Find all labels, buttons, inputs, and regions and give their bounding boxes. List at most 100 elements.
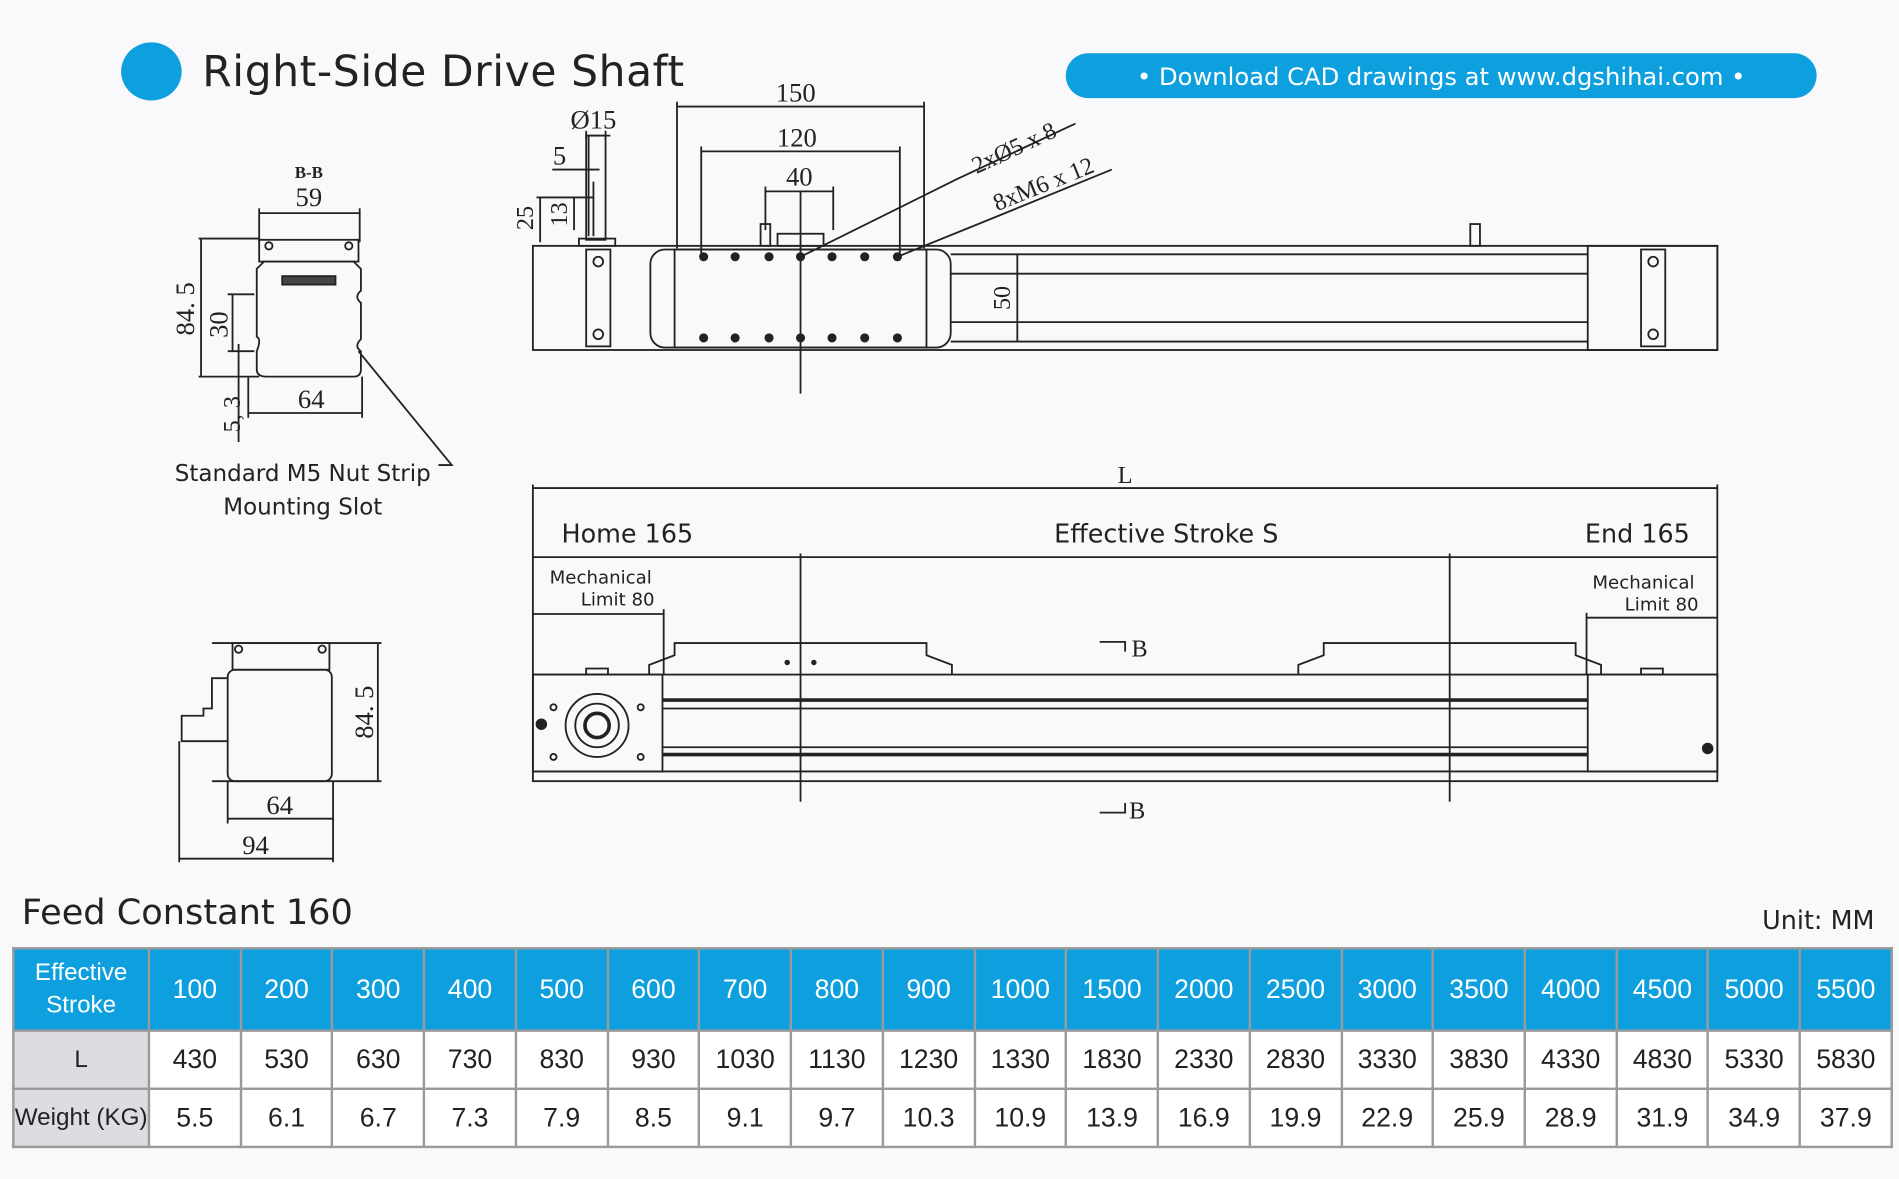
dim-30: 30 xyxy=(204,311,234,338)
section-mark-bottom: B xyxy=(1129,798,1145,825)
home-label: Home 165 xyxy=(562,519,694,549)
value-cell: 530 xyxy=(239,1029,334,1090)
technical-drawing: B-B 59 84. 5 30 5, 3 64 Standard M5 Nut … xyxy=(170,78,1719,863)
end-label: End 165 xyxy=(1585,519,1690,549)
value-cell: 5.5 xyxy=(147,1087,242,1149)
stroke-cell: 500 xyxy=(514,947,609,1032)
stroke-cell: 700 xyxy=(698,947,793,1032)
value-cell: 1230 xyxy=(881,1029,976,1090)
stroke-cell: 5000 xyxy=(1707,947,1802,1032)
stroke-cell: 1000 xyxy=(973,947,1068,1032)
value-cell: 1130 xyxy=(789,1029,884,1090)
section-view-bb: B-B 59 84. 5 30 5, 3 64 Standard M5 Nut … xyxy=(170,163,454,521)
nut-strip-note-line1: Standard M5 Nut Strip xyxy=(175,461,431,487)
stroke-cell: 200 xyxy=(239,947,334,1032)
end-dim-64: 64 xyxy=(266,790,293,820)
end-dim-94: 94 xyxy=(242,830,269,860)
header-label: Effective Stroke xyxy=(12,947,151,1032)
end-view: 84. 5 64 94 xyxy=(178,642,382,863)
value-cell: 13.9 xyxy=(1064,1087,1160,1149)
value-cell: 730 xyxy=(422,1029,518,1090)
stroke-cell: 100 xyxy=(147,947,242,1032)
dim-5-3: 5, 3 xyxy=(219,396,246,432)
value-cell: 25.9 xyxy=(1431,1087,1527,1149)
value-cell: 10.9 xyxy=(973,1087,1068,1149)
stroke-cell: 900 xyxy=(881,947,976,1032)
row-label: L xyxy=(12,1029,151,1090)
dim-L: L xyxy=(1118,462,1133,489)
end-dim-84-5: 84. 5 xyxy=(349,686,379,739)
stroke-cell: 2500 xyxy=(1248,947,1343,1032)
stroke-cell: 2000 xyxy=(1156,947,1251,1032)
svg-text:Mechanical: Mechanical xyxy=(1592,573,1694,594)
stroke-label: Effective Stroke S xyxy=(1054,519,1278,549)
stroke-cell: 3500 xyxy=(1431,947,1527,1032)
unit-label: Unit: MM xyxy=(1762,905,1875,935)
value-cell: 6.7 xyxy=(331,1087,426,1149)
value-cell: 6.1 xyxy=(239,1087,334,1149)
stroke-cell: 300 xyxy=(331,947,426,1032)
dim-64: 64 xyxy=(298,384,325,414)
value-cell: 930 xyxy=(606,1029,701,1090)
value-cell: 3330 xyxy=(1340,1029,1435,1090)
page-title: Right-Side Drive Shaft xyxy=(202,48,685,97)
svg-text:Limit 80: Limit 80 xyxy=(1625,594,1699,615)
value-cell: 9.7 xyxy=(789,1087,884,1149)
value-cell: 5830 xyxy=(1798,1029,1893,1090)
value-cell: 34.9 xyxy=(1707,1087,1802,1149)
dim-50: 50 xyxy=(989,286,1016,310)
value-cell: 4830 xyxy=(1615,1029,1710,1090)
value-cell: 430 xyxy=(147,1029,242,1090)
value-cell: 28.9 xyxy=(1523,1087,1618,1149)
value-cell: 7.9 xyxy=(514,1087,609,1149)
dim-150: 150 xyxy=(776,78,816,108)
value-cell: 830 xyxy=(514,1029,609,1090)
cad-download-banner[interactable]: • Download CAD drawings at www.dgshihai.… xyxy=(1065,53,1817,99)
nut-strip-note-line2: Mounting Slot xyxy=(223,495,382,521)
value-cell: 2830 xyxy=(1248,1029,1343,1090)
value-cell: 19.9 xyxy=(1248,1087,1343,1149)
table-row: Weight (KG) 5.5 6.1 6.7 7.3 7.9 8.5 9.1 9.7 10.3 1… xyxy=(12,1087,1893,1149)
title-bullet-icon xyxy=(121,42,182,101)
value-cell: 9.1 xyxy=(698,1087,793,1149)
svg-text:Limit 80: Limit 80 xyxy=(581,590,655,611)
dim-59: 59 xyxy=(296,182,323,212)
stroke-cell: 5500 xyxy=(1798,947,1893,1032)
dim-84-5: 84. 5 xyxy=(170,282,200,335)
row-label: Weight (KG) xyxy=(12,1087,151,1149)
table-row: L 430 530 630 730 830 930 1030 1130 1230 1330 1830 2… xyxy=(12,1029,1893,1090)
dim-40: 40 xyxy=(786,161,813,191)
value-cell: 37.9 xyxy=(1798,1087,1893,1149)
value-cell: 8.5 xyxy=(606,1087,701,1149)
value-cell: 5330 xyxy=(1707,1029,1802,1090)
value-cell: 4330 xyxy=(1523,1029,1618,1090)
value-cell: 22.9 xyxy=(1340,1087,1435,1149)
section-label: B-B xyxy=(295,163,323,182)
top-view: Ø15 5 25 13 150 120 40 2xØ5 x 8 8xM6 x 1… xyxy=(512,78,1719,394)
value-cell: 10.3 xyxy=(881,1087,976,1149)
stroke-cell: 3000 xyxy=(1340,947,1435,1032)
stroke-cell: 4000 xyxy=(1523,947,1618,1032)
stroke-cell: 600 xyxy=(606,947,701,1032)
stroke-cell: 800 xyxy=(789,947,884,1032)
value-cell: 2330 xyxy=(1156,1029,1251,1090)
stroke-cell: 400 xyxy=(422,947,518,1032)
value-cell: 7.3 xyxy=(422,1087,518,1149)
dim-13: 13 xyxy=(546,202,573,226)
section-mark-top: B xyxy=(1132,635,1148,662)
value-cell: 1330 xyxy=(973,1029,1068,1090)
header-row: Effective Stroke 100 200 300 400 500 600 700 800 9… xyxy=(12,947,1893,1032)
value-cell: 31.9 xyxy=(1615,1087,1710,1149)
value-cell: 630 xyxy=(331,1029,426,1090)
value-cell: 16.9 xyxy=(1156,1087,1251,1149)
dim-25: 25 xyxy=(512,206,539,230)
dim-5: 5 xyxy=(553,141,566,171)
stroke-cell: 4500 xyxy=(1615,947,1710,1032)
spec-table: Effective Stroke 100 200 300 400 500 600 700 800 9… xyxy=(12,947,1893,1149)
dim-dia-15: Ø15 xyxy=(571,104,617,134)
front-view: L Home 165 Effective Stroke S End 165 Me… xyxy=(531,462,1719,825)
dim-120: 120 xyxy=(777,123,817,153)
value-cell: 3830 xyxy=(1431,1029,1527,1090)
table-title: Feed Constant 160 xyxy=(21,891,353,933)
